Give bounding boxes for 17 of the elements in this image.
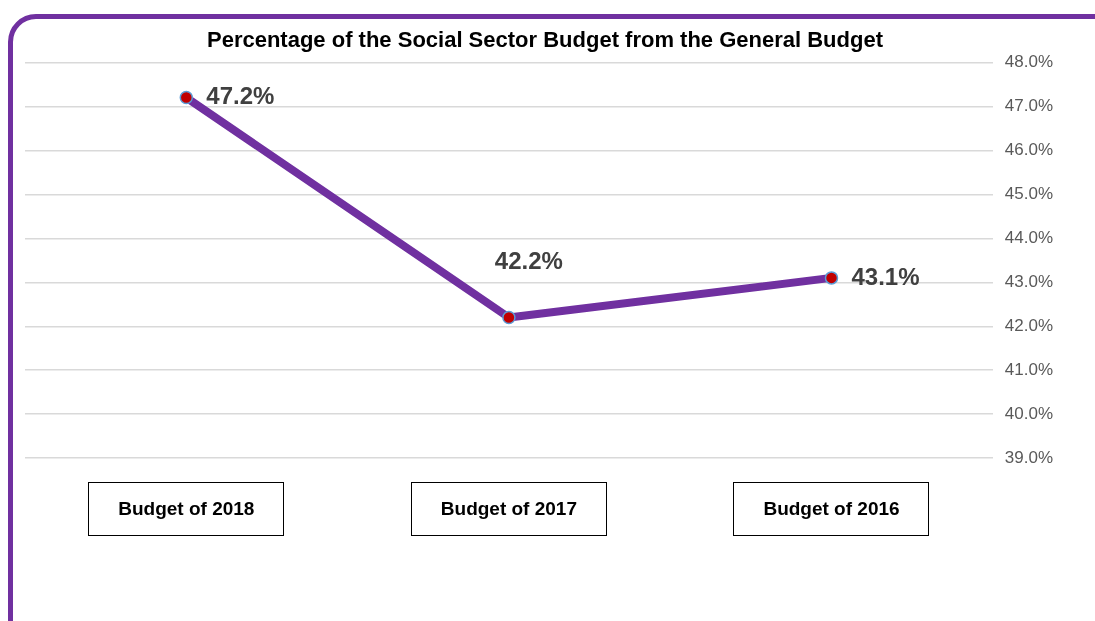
chart-title: Percentage of the Social Sector Budget from the General Budget bbox=[206, 27, 884, 53]
y-tick-label: 44.0% bbox=[1004, 228, 1053, 247]
y-tick-label: 41.0% bbox=[1004, 359, 1053, 379]
y-tick-label: 42.0% bbox=[1004, 315, 1053, 335]
x-tick-label: Budget of 2018 bbox=[118, 497, 255, 519]
y-tick-label: 46.0% bbox=[1004, 140, 1053, 160]
data-label: 42.2% bbox=[494, 247, 563, 275]
y-tick-label: 40.0% bbox=[1004, 403, 1053, 423]
x-tick-label: Budget of 2016 bbox=[763, 497, 900, 519]
y-tick-label: 47.0% bbox=[1004, 96, 1053, 116]
y-tick-label: 48.0% bbox=[1004, 52, 1053, 72]
y-tick-label: 43.0% bbox=[1004, 271, 1053, 291]
data-label: 43.1% bbox=[851, 262, 920, 290]
data-label: 47.2% bbox=[206, 82, 275, 110]
y-tick-label: 39.0% bbox=[1004, 447, 1053, 467]
x-tick-label: Budget of 2017 bbox=[440, 497, 577, 519]
y-tick-label: 45.0% bbox=[1004, 184, 1053, 204]
